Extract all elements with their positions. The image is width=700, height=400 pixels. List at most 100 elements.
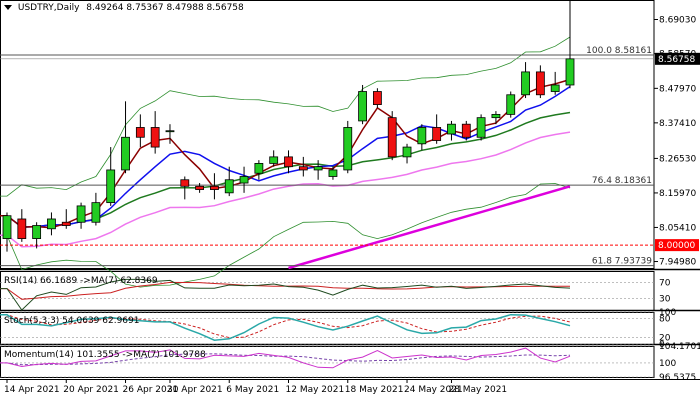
candle-body-bear (17, 218, 27, 239)
candle (417, 124, 427, 151)
candle-body-bull (91, 202, 101, 223)
candle-body-bull (521, 71, 530, 96)
candle (343, 120, 353, 174)
candle (461, 120, 471, 141)
ma-blue-line (0, 85, 571, 228)
candle-body-bull (254, 163, 264, 174)
candle (432, 114, 442, 144)
stoch-main-line (0, 313, 571, 341)
rsi-ma-line (0, 281, 570, 300)
date-tick-label: 18 May 2021 (345, 385, 404, 395)
price-tick-label: 7.94980 (659, 258, 696, 268)
candle-body-bull (32, 225, 42, 239)
rsi-tick-label: 70 (659, 279, 671, 289)
candle-body-bear (535, 71, 545, 96)
momentum-panel-frame (0, 346, 655, 378)
candle (210, 173, 219, 200)
candle (521, 62, 530, 99)
date-tick-label: 26 Apr 2021 (123, 385, 179, 395)
candle (402, 143, 412, 164)
lower-band-line (0, 183, 571, 288)
candle (476, 114, 486, 141)
candle (32, 222, 42, 249)
price-tick-label: 8.15970 (659, 189, 696, 199)
fib-level-label: 100.0 8.58161 (586, 46, 652, 56)
candle-body-bull (491, 113, 501, 119)
date-tick-label: 30 Apr 2021 (167, 385, 223, 395)
price-panel-frame (0, 0, 655, 269)
chart-ohlc-readout: 8.49264 8.75367 8.47988 8.56758 (86, 3, 244, 13)
candle (106, 147, 116, 206)
upper-band-line (0, 36, 571, 197)
candle-body-bear (432, 127, 442, 141)
candle (195, 183, 205, 193)
candle-body-bull (328, 169, 338, 177)
candle-body-bull (447, 123, 456, 135)
candle-body-bull (550, 84, 560, 92)
chart-symbol-title: USDTRY,Daily (17, 3, 80, 13)
candle (447, 120, 456, 141)
candle-body-bear (150, 127, 160, 148)
triangle-down-icon[interactable] (4, 5, 12, 10)
candle (135, 114, 145, 148)
candle (535, 65, 545, 99)
stoch-tick-label: 0 (659, 340, 665, 350)
candle (165, 124, 175, 144)
candle-body-bear (461, 123, 471, 138)
date-tick-label: 14 Apr 2021 (4, 385, 60, 395)
candle (254, 160, 264, 180)
rsi-line (0, 278, 571, 311)
candle-body-bull (402, 146, 412, 158)
candle (358, 84, 367, 125)
date-tick-label: 28 May 2021 (448, 385, 507, 395)
candle (506, 91, 516, 118)
price-tick-label: 8.26530 (659, 154, 696, 164)
candle-body-bear (298, 166, 308, 171)
candle-body-bull (121, 136, 130, 171)
candle-body-bear (180, 179, 190, 187)
candle-body-bull (343, 127, 353, 171)
fib-level-label: 76.4 8.18361 (592, 176, 652, 186)
candle (550, 71, 560, 95)
price-tick-label: 8.05410 (659, 223, 696, 233)
candle-body-bull (358, 91, 367, 122)
date-tick-label: 6 May 2021 (226, 385, 279, 395)
trendline-magenta (288, 185, 571, 270)
momentum-tick-label: 104.1701 (659, 342, 700, 352)
candle (491, 111, 501, 125)
rsi-label: RSI(14) 66.1689 ->MA(7) 62.8369 (4, 276, 158, 286)
candle-body-bull (417, 127, 427, 145)
candle (180, 176, 190, 200)
momentum-tick-label: 100 (659, 359, 676, 369)
candle-body-bull (47, 218, 56, 230)
candle-body-bull (476, 117, 486, 138)
ma-pink-line (0, 131, 571, 248)
candle (565, 0, 575, 89)
momentum-tick-label: 96.5375 (659, 373, 696, 383)
candle-body-bear (135, 127, 145, 138)
fib-level-label: 61.8 7.93739 (592, 257, 652, 267)
date-tick-label: 24 May 2021 (404, 385, 463, 395)
price-tick-label: 8.69030 (659, 16, 696, 26)
current-price-tag-label: 8.56758 (658, 55, 695, 65)
candle-body-bull (2, 215, 12, 239)
candle (61, 209, 71, 229)
candle-body-bull (224, 179, 234, 194)
candle (328, 166, 338, 180)
price-tick-label: 8.47970 (659, 84, 696, 94)
support-level-tag (655, 239, 699, 252)
candle-body-bear (210, 185, 219, 190)
candle (121, 101, 130, 174)
candle-body-bear (387, 117, 397, 158)
candle-body-bull (269, 156, 279, 164)
date-tick-label: 12 May 2021 (286, 385, 345, 395)
candle (313, 160, 323, 180)
candle-body-bear (61, 221, 71, 226)
candle (2, 212, 12, 252)
stoch-label: Stoch(5,3,3) 54.0639 62.9691 (4, 316, 140, 326)
candle-body-bull (106, 169, 116, 204)
candle-body-bear (284, 156, 293, 168)
candle (47, 212, 56, 236)
